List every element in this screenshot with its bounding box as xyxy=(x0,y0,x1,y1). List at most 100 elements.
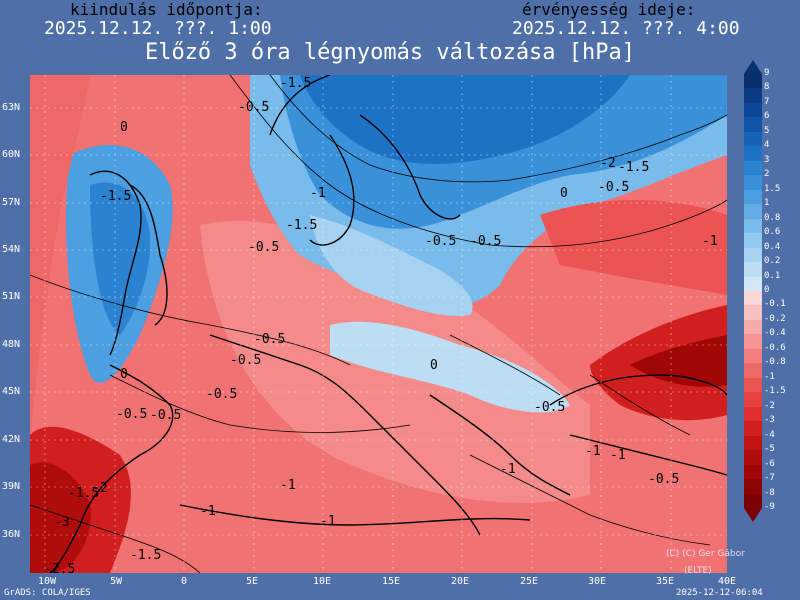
colorbar-cell xyxy=(744,175,762,191)
lat-label: 45N xyxy=(2,386,21,397)
colorbar-cell xyxy=(744,276,762,292)
colorbar-cell xyxy=(744,348,762,364)
colorbar-level-label: 6 xyxy=(764,111,770,122)
colorbar-cell xyxy=(744,160,762,176)
isobar-value-label: -1 xyxy=(702,234,718,249)
colorbar-level-label: 7 xyxy=(764,96,770,107)
isobar-value-label: 0 xyxy=(430,358,438,373)
colorbar-level-label: -5 xyxy=(764,444,775,455)
colorbar-cell xyxy=(744,247,762,263)
colorbar-cell xyxy=(744,117,762,133)
lon-label: 25E xyxy=(520,576,539,587)
isobar-value-label: -0.5 xyxy=(116,407,147,422)
isobar-value-label: -1.5 xyxy=(68,486,99,501)
isobar-value-label: -1.5 xyxy=(100,189,131,204)
colorbar-level-label: 3 xyxy=(764,154,770,165)
colorbar-level-label: 9 xyxy=(764,68,770,78)
colorbar-level-label: -4 xyxy=(764,429,775,440)
colorbar-cell xyxy=(744,450,762,466)
colorbar-level-label: 0.6 xyxy=(764,227,781,238)
colorbar-arrow-top xyxy=(744,60,762,74)
lat-label: 48N xyxy=(2,339,21,350)
lon-label: 40E xyxy=(718,576,737,587)
colorbar-level-label: -1.5 xyxy=(764,386,786,397)
field-pale-blue-carpathian xyxy=(330,321,570,413)
isobar-value-label: -3 xyxy=(54,515,70,530)
colorbar-cell xyxy=(744,291,762,306)
colorbar-level-label: -7 xyxy=(764,473,775,484)
isobar-value-label: -2.5 xyxy=(44,562,75,573)
lat-label: 63N xyxy=(2,102,21,113)
colorbar-level-label: -0.1 xyxy=(764,299,786,310)
lon-label: 10W xyxy=(38,576,57,587)
isobar-value-label: -0.5 xyxy=(254,332,285,347)
colorbar-level-label: 0.8 xyxy=(764,212,781,223)
isobar-labels: -1.5-0.50-1-1.5-2 -1.5-0.50-0.5 -1-0.5-0.5… xyxy=(44,76,718,573)
colorbar-cell xyxy=(744,233,762,249)
colorbar-cell xyxy=(744,88,762,104)
lon-label: 5W xyxy=(110,576,123,587)
credit-text: (C) (C) Ger Gábor xyxy=(666,549,745,559)
colorbar-cell xyxy=(744,392,762,408)
isobar-value-label: -1.5 xyxy=(618,160,649,175)
colorbar-cell xyxy=(744,189,762,205)
colorbar-level-label: -6 xyxy=(764,458,775,469)
lat-label: 42N xyxy=(2,434,21,445)
lat-label: 54N xyxy=(2,244,21,255)
isobar-value-label: 0 xyxy=(560,186,568,201)
isobar-value-label: 0 xyxy=(120,367,128,382)
isobar-value-label: -0.5 xyxy=(150,408,181,423)
isobar-value-label: -1 xyxy=(610,448,626,463)
lon-label: 20E xyxy=(451,576,470,587)
init-time-label: kiindulás időpontja: xyxy=(70,0,263,19)
isobar-value-label: -0.5 xyxy=(248,240,279,255)
colorbar-cell xyxy=(744,493,762,509)
lon-label: 5E xyxy=(246,576,259,587)
lat-label: 36N xyxy=(2,529,21,540)
colorbar-level-label: -0.2 xyxy=(764,313,786,324)
isobar-value-label: -1.5 xyxy=(280,76,311,91)
colorbar xyxy=(744,60,762,522)
colorbar-cell xyxy=(744,464,762,480)
lon-label: 0 xyxy=(181,576,188,587)
colorbar-level-label: -9 xyxy=(764,502,775,512)
isobar-value-label: -1 xyxy=(310,186,326,201)
colorbar-level-label: -8 xyxy=(764,487,775,498)
isobar-value-label: -0.5 xyxy=(534,400,565,415)
field-red-northeast xyxy=(540,200,727,295)
field-darkest-red-southeast xyxy=(630,335,727,387)
graticule xyxy=(30,75,727,573)
colorbar-cell xyxy=(744,305,762,321)
colorbar-cell xyxy=(744,377,762,393)
pressure-tendency-map: -1.5 -0.5 0 -1 -1.5 -2 -1.5 -0.5 0 -0.5 -1 -0.5 -0.5… xyxy=(30,75,727,573)
lat-label: 57N xyxy=(2,197,21,208)
colorbar-cell xyxy=(744,218,762,234)
lon-label: 30E xyxy=(588,576,607,587)
isobar-value-label: -2 xyxy=(600,156,616,171)
colorbar-level-label: -3 xyxy=(764,415,775,426)
isobar-value-label: -0.5 xyxy=(648,472,679,487)
colorbar-level-label: -0.8 xyxy=(764,357,786,368)
init-time-value: 2025.12.12. ???. 1:00 xyxy=(44,18,272,39)
colorbar-cell xyxy=(744,319,762,335)
valid-time-label: érvényesség ideje: xyxy=(522,0,696,19)
colorbar-cell xyxy=(744,204,762,220)
isobar-value-label: -1 xyxy=(280,478,296,493)
colorbar-cell xyxy=(744,406,762,422)
isobar-value-label: -0.5 xyxy=(598,180,629,195)
colorbar-cell xyxy=(744,262,762,278)
field-mid-blue-british-isles xyxy=(90,182,151,335)
map-canvas: -1.5-0.50-1-1.5-2 -1.5-0.50-0.5 -1-0.5-0.5… xyxy=(30,75,727,573)
colorbar-level-label: 2 xyxy=(764,169,770,180)
credit-affiliation: (ELTE) xyxy=(684,566,712,576)
colorbar-level-label: -0.4 xyxy=(764,328,786,339)
isobar-value-label: -2 xyxy=(92,481,108,496)
colorbar-level-label: 4 xyxy=(764,140,770,151)
isobar-value-label: -0.5 xyxy=(425,234,456,249)
colorbar-cell xyxy=(744,435,762,451)
colorbar-cell xyxy=(744,363,762,379)
colorbar-cell xyxy=(744,131,762,147)
lat-label: 39N xyxy=(2,481,21,492)
colorbar-level-label: 1 xyxy=(764,198,770,209)
valid-time-value: 2025.12.12. ???. 4:00 xyxy=(512,18,740,39)
